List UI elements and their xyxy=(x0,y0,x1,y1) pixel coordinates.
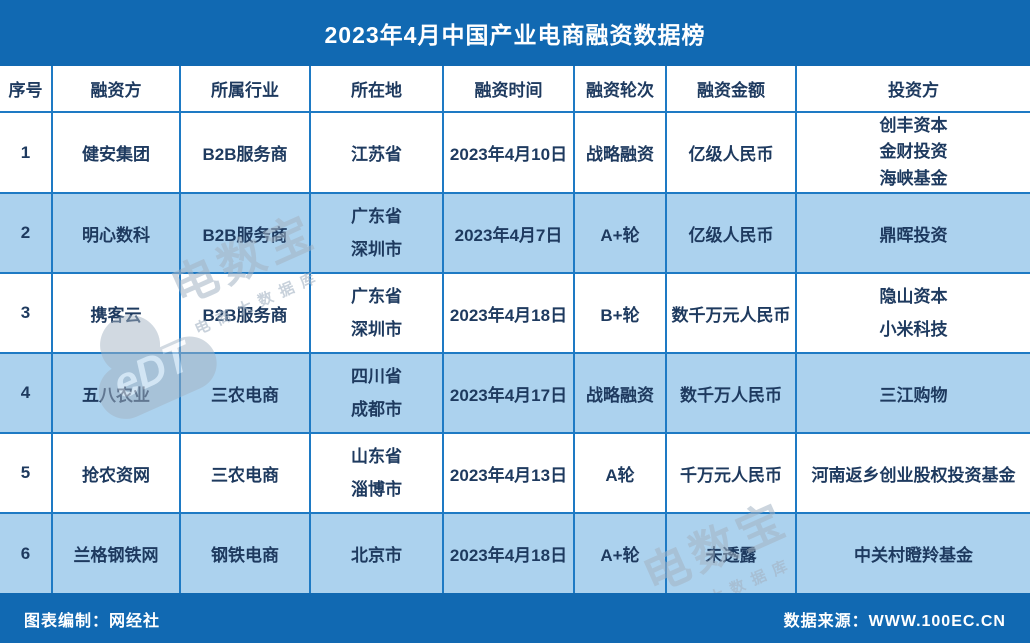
cell-location: 广东省 深圳市 xyxy=(310,193,444,275)
cell-location: 四川省 成都市 xyxy=(310,353,444,435)
cell-industry: 三农电商 xyxy=(180,433,311,515)
cell-round: 战略融资 xyxy=(574,353,667,435)
cell-location: 山东省 淄博市 xyxy=(310,433,444,515)
cell-industry: B2B服务商 xyxy=(180,273,311,355)
cell-investors: 隐山资本 小米科技 xyxy=(796,273,1030,355)
cell-no: 5 xyxy=(0,433,53,515)
cell-industry: B2B服务商 xyxy=(180,112,311,195)
table-row: 1 健安集团 B2B服务商 江苏省 2023年4月10日 战略融资 亿级人民币 … xyxy=(0,112,1030,195)
data-source: 数据来源：WWW.100EC.CN xyxy=(783,612,1006,630)
cell-date: 2023年4月10日 xyxy=(443,112,575,195)
cell-industry: 三农电商 xyxy=(180,353,311,435)
col-header-amount: 融资金额 xyxy=(666,66,797,113)
col-header-investors: 投资方 xyxy=(796,66,1030,113)
col-header-no: 序号 xyxy=(0,66,53,113)
table-row: 2 明心数科 B2B服务商 广东省 深圳市 2023年4月7日 A+轮 亿级人民… xyxy=(0,193,1030,275)
cell-amount: 未透露 xyxy=(666,513,797,594)
col-header-date: 融资时间 xyxy=(443,66,575,113)
cell-no: 6 xyxy=(0,513,53,594)
cell-location: 江苏省 xyxy=(310,112,444,195)
col-header-company: 融资方 xyxy=(52,66,181,113)
table-row: 3 携客云 B2B服务商 广东省 深圳市 2023年4月18日 B+轮 数千万元… xyxy=(0,273,1030,355)
table-row: 5 抢农资网 三农电商 山东省 淄博市 2023年4月13日 A轮 千万元人民币… xyxy=(0,433,1030,515)
cell-no: 1 xyxy=(0,112,53,195)
cell-industry: B2B服务商 xyxy=(180,193,311,275)
title-bar: 2023年4月中国产业电商融资数据榜 xyxy=(0,0,1030,66)
cell-amount: 数千万元人民币 xyxy=(666,273,797,355)
cell-date: 2023年4月18日 xyxy=(443,273,575,355)
financing-table: 序号 融资方 所属行业 所在地 融资时间 融资轮次 融资金额 投资方 1 健安集… xyxy=(0,66,1030,594)
cell-company: 健安集团 xyxy=(52,112,181,195)
cell-investors: 三江购物 xyxy=(796,353,1030,435)
cell-round: A+轮 xyxy=(574,513,667,594)
cell-no: 3 xyxy=(0,273,53,355)
cell-round: A轮 xyxy=(574,433,667,515)
header-row: 序号 融资方 所属行业 所在地 融资时间 融资轮次 融资金额 投资方 xyxy=(0,66,1030,113)
cell-date: 2023年4月7日 xyxy=(443,193,575,275)
cell-company: 抢农资网 xyxy=(52,433,181,515)
cell-amount: 亿级人民币 xyxy=(666,112,797,195)
cell-round: B+轮 xyxy=(574,273,667,355)
cell-investors: 鼎晖投资 xyxy=(796,193,1030,275)
chart-credit: 图表编制：网经社 xyxy=(24,612,161,630)
cell-company: 兰格钢铁网 xyxy=(52,513,181,594)
cell-round: A+轮 xyxy=(574,193,667,275)
cell-company: 明心数科 xyxy=(52,193,181,275)
cell-no: 4 xyxy=(0,353,53,435)
cell-round: 战略融资 xyxy=(574,112,667,195)
table-row: 6 兰格钢铁网 钢铁电商 北京市 2023年4月18日 A+轮 未透露 中关村瞪… xyxy=(0,513,1030,594)
col-header-round: 融资轮次 xyxy=(574,66,667,113)
cell-date: 2023年4月18日 xyxy=(443,513,575,594)
cell-investors: 河南返乡创业股权投资基金 xyxy=(796,433,1030,515)
cell-company: 携客云 xyxy=(52,273,181,355)
table-row: 4 五八农业 三农电商 四川省 成都市 2023年4月17日 战略融资 数千万人… xyxy=(0,353,1030,435)
col-header-industry: 所属行业 xyxy=(180,66,311,113)
cell-location: 北京市 xyxy=(310,513,444,594)
col-header-location: 所在地 xyxy=(310,66,444,113)
cell-date: 2023年4月13日 xyxy=(443,433,575,515)
cell-company: 五八农业 xyxy=(52,353,181,435)
cell-investors: 中关村瞪羚基金 xyxy=(854,546,973,566)
cell-amount: 千万元人民币 xyxy=(666,433,797,515)
cell-amount: 数千万人民币 xyxy=(666,353,797,435)
cell-no: 2 xyxy=(0,193,53,275)
footer-bar: 图表编制：网经社 数据来源：WWW.100EC.CN xyxy=(0,593,1030,643)
cell-industry: 钢铁电商 xyxy=(180,513,311,594)
cell-investors: 创丰资本 金财投资 海峡基金 xyxy=(796,112,1030,195)
cell-date: 2023年4月17日 xyxy=(443,353,575,435)
cell-amount: 亿级人民币 xyxy=(666,193,797,275)
cell-location: 广东省 深圳市 xyxy=(310,273,444,355)
page-title: 2023年4月中国产业电商融资数据榜 xyxy=(324,22,706,48)
